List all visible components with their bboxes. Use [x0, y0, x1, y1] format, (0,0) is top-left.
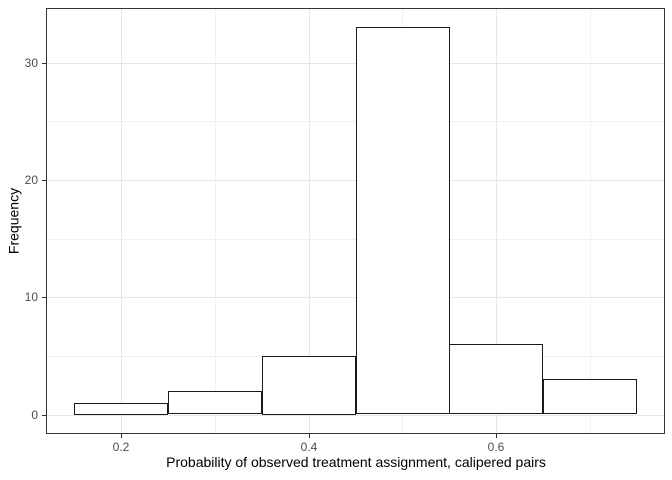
y-tick-label: 30	[24, 56, 38, 70]
x-axis-title: Probability of observed treatment assign…	[166, 454, 546, 470]
y-tick-label: 10	[24, 290, 38, 304]
x-tick-mark	[496, 434, 497, 438]
y-tick-label: 20	[24, 173, 38, 187]
y-tick-label: 0	[31, 408, 38, 422]
y-axis-title: Frequency	[5, 187, 22, 255]
plot-panel	[46, 8, 665, 434]
x-tick-label: 0.6	[487, 440, 505, 454]
x-tick-mark	[309, 434, 310, 438]
x-tick-label: 0.4	[300, 440, 318, 454]
x-tick-mark	[121, 434, 122, 438]
x-tick-label: 0.2	[112, 440, 130, 454]
